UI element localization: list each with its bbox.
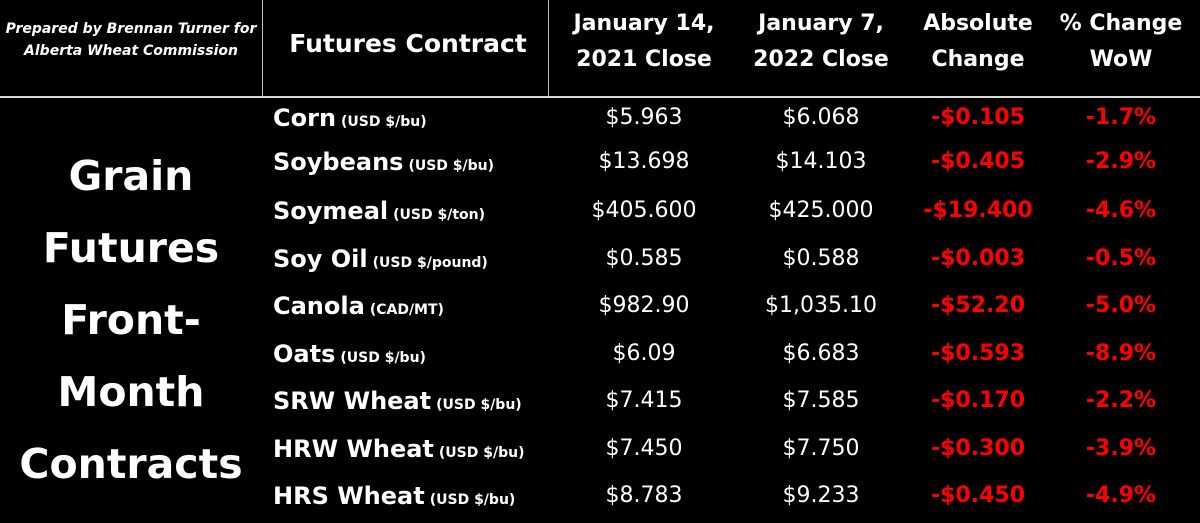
- side-label-line: Contracts: [19, 440, 243, 488]
- column-divider: [548, 0, 549, 96]
- close-jan14: $405.600: [591, 198, 697, 223]
- close-jan14: $8.783: [605, 483, 683, 508]
- side-label-line: Front-: [61, 296, 201, 344]
- header-jan14-close: January 14, 2021 Close: [554, 6, 734, 78]
- pct-change: -5.0%: [1085, 293, 1157, 318]
- table-row: Canola (CAD/MT) $982.90 $1,035.10 -$52.20…: [0, 286, 1200, 333]
- close-jan7: $7.585: [782, 388, 860, 413]
- header-line: WoW: [1089, 47, 1153, 72]
- contract-unit: (USD $/bu): [429, 492, 516, 508]
- contract-unit: (USD $/pound): [372, 255, 488, 271]
- contract-name: Oats (USD $/bu): [273, 334, 426, 378]
- table-row: Oats (USD $/bu) $6.09 $6.683 -$0.593 -8.9…: [0, 334, 1200, 381]
- absolute-change: -$0.300: [930, 436, 1026, 461]
- pct-change: -3.9%: [1085, 436, 1157, 461]
- contract-label: Canola: [273, 292, 365, 320]
- header-futures-contract: Futures Contract: [289, 29, 527, 58]
- contract-unit: (USD $/ton): [393, 207, 485, 223]
- pct-change: -1.7%: [1085, 105, 1157, 130]
- contract-unit: (USD $/bu): [408, 158, 495, 174]
- contract-name: Canola (CAD/MT): [273, 286, 444, 330]
- contract-name: HRS Wheat (USD $/bu): [273, 476, 515, 520]
- absolute-change: -$0.105: [930, 105, 1026, 130]
- close-jan7: $6.068: [782, 105, 860, 130]
- contract-label: Soy Oil: [273, 245, 368, 273]
- close-jan7: $425.000: [768, 198, 874, 223]
- close-jan7: $7.750: [782, 436, 860, 461]
- absolute-change: -$19.400: [923, 198, 1033, 223]
- header-line: January 7,: [758, 11, 884, 36]
- contract-label: Soymeal: [273, 197, 389, 225]
- side-label-line: Grain: [68, 152, 194, 200]
- header-absolute-change: Absolute Change: [898, 6, 1058, 78]
- table-row: Soymeal (USD $/ton) $405.600 $425.000 -$1…: [0, 191, 1200, 238]
- header-jan7-close: January 7, 2022 Close: [731, 6, 911, 78]
- pct-change: -2.2%: [1085, 388, 1157, 413]
- close-jan14: $13.698: [598, 149, 690, 174]
- contract-name: Soymeal (USD $/ton): [273, 191, 485, 235]
- credit-note: Prepared by Brennan Turner for Alberta W…: [0, 18, 262, 62]
- absolute-change: -$0.405: [930, 149, 1026, 174]
- contract-label: HRW Wheat: [273, 435, 434, 463]
- table-row: Corn (USD $/bu) $5.963 $6.068 -$0.105 -1.…: [0, 98, 1200, 145]
- side-label: Grain Futures Front- Month Contracts: [0, 140, 262, 500]
- close-jan7: $14.103: [775, 149, 867, 174]
- contract-unit: (USD $/bu): [341, 114, 427, 130]
- table-row: Soy Oil (USD $/pound) $0.585 $0.588 -$0.0…: [0, 239, 1200, 286]
- close-jan14: $7.450: [605, 436, 683, 461]
- close-jan14: $0.585: [605, 246, 683, 271]
- header-line: 2021 Close: [576, 47, 712, 72]
- contract-unit: (USD $/bu): [340, 350, 426, 366]
- header-line: Change: [931, 47, 1025, 72]
- contract-label: Corn: [273, 104, 337, 132]
- absolute-change: -$0.003: [930, 246, 1026, 271]
- close-jan14: $982.90: [598, 293, 690, 318]
- close-jan7: $1,035.10: [765, 293, 877, 318]
- contract-name: SRW Wheat (USD $/bu): [273, 381, 522, 425]
- header-divider: [0, 96, 1200, 98]
- close-jan7: $9.233: [782, 483, 860, 508]
- close-jan7: $6.683: [782, 341, 860, 366]
- absolute-change: -$52.20: [930, 293, 1026, 318]
- absolute-change: -$0.450: [930, 483, 1026, 508]
- credit-line: Alberta Wheat Commission: [24, 43, 238, 59]
- header-line: % Change: [1059, 11, 1183, 36]
- close-jan14: $7.415: [605, 388, 683, 413]
- side-label-line: Futures: [42, 224, 220, 272]
- pct-change: -4.6%: [1085, 198, 1157, 223]
- side-label-line: Month: [57, 368, 205, 416]
- table-row: HRS Wheat (USD $/bu) $8.783 $9.233 -$0.45…: [0, 476, 1200, 523]
- header-pct-change: % Change WoW: [1052, 6, 1190, 78]
- pct-change: -4.9%: [1085, 483, 1157, 508]
- contract-label: Soybeans: [273, 148, 404, 176]
- credit-line: Prepared by Brennan Turner for: [5, 21, 257, 37]
- column-divider: [262, 0, 263, 96]
- contract-name: HRW Wheat (USD $/bu): [273, 429, 525, 473]
- pct-change: -0.5%: [1085, 246, 1157, 271]
- absolute-change: -$0.593: [930, 341, 1026, 366]
- table-row: HRW Wheat (USD $/bu) $7.450 $7.750 -$0.30…: [0, 429, 1200, 476]
- contract-unit: (CAD/MT): [369, 302, 444, 318]
- header-line: Absolute: [923, 11, 1033, 36]
- close-jan14: $6.09: [612, 341, 676, 366]
- contract-name: Soy Oil (USD $/pound): [273, 239, 488, 283]
- table-row: Soybeans (USD $/bu) $13.698 $14.103 -$0.4…: [0, 142, 1200, 189]
- close-jan14: $5.963: [605, 105, 683, 130]
- pct-change: -8.9%: [1085, 341, 1157, 366]
- contract-label: SRW Wheat: [273, 387, 432, 415]
- pct-change: -2.9%: [1085, 149, 1157, 174]
- table-row: SRW Wheat (USD $/bu) $7.415 $7.585 -$0.17…: [0, 381, 1200, 428]
- absolute-change: -$0.170: [930, 388, 1026, 413]
- contract-label: Oats: [273, 340, 336, 368]
- contract-name: Corn (USD $/bu): [273, 98, 427, 142]
- contract-unit: (USD $/bu): [438, 445, 525, 461]
- contract-unit: (USD $/bu): [436, 397, 522, 413]
- header-line: January 14,: [573, 11, 715, 36]
- header-line: 2022 Close: [753, 47, 889, 72]
- contract-name: Soybeans (USD $/bu): [273, 142, 494, 186]
- close-jan7: $0.588: [782, 246, 860, 271]
- contract-label: HRS Wheat: [273, 482, 425, 510]
